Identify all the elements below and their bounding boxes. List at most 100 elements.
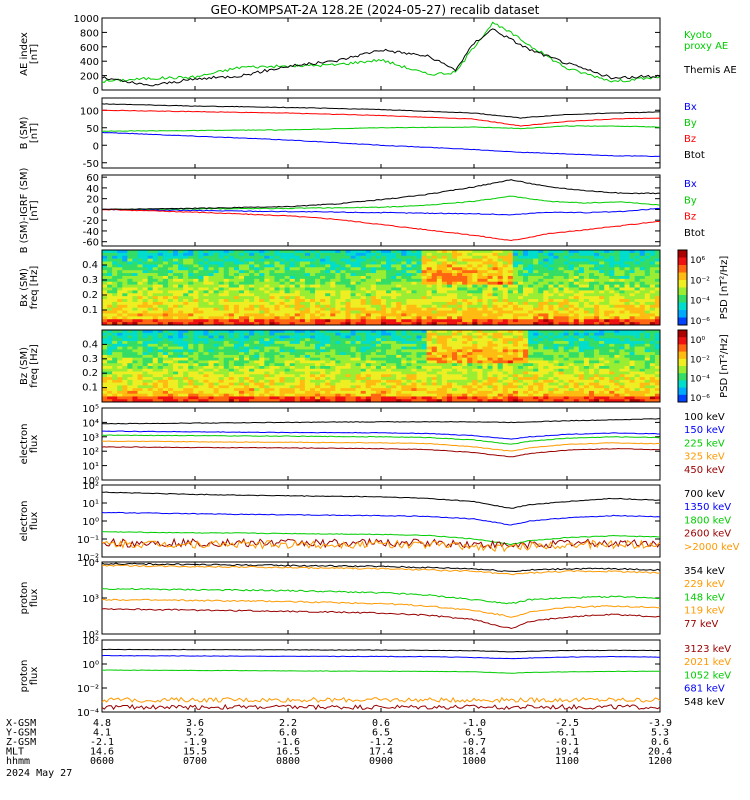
spectrogram-cell <box>335 382 341 386</box>
spectrogram-cell <box>416 354 422 358</box>
spectrogram-cell <box>208 335 214 339</box>
spectrogram-cell <box>563 299 569 303</box>
spectrogram-cell <box>345 313 351 317</box>
spectrogram-cell <box>294 261 301 265</box>
spectrogram-cell <box>122 310 128 314</box>
spectrogram-cell <box>538 255 544 259</box>
spectrogram-cell <box>218 310 225 314</box>
spectrogram-cell <box>634 307 641 311</box>
spectrogram-cell <box>315 390 321 394</box>
spectrogram-cell <box>223 284 230 288</box>
spectrogram-cell <box>452 335 458 339</box>
spectrogram-cell <box>538 316 544 320</box>
spectrogram-cell <box>381 371 387 375</box>
spectrogram-cell <box>497 273 504 277</box>
spectrogram-cell <box>477 338 483 342</box>
spectrogram-cell <box>355 346 362 350</box>
spectrogram-cell <box>604 290 610 294</box>
spectrogram-cell <box>264 390 270 394</box>
spectrogram-cell <box>431 352 438 356</box>
spectrogram-cell <box>492 273 498 277</box>
spectrogram-cell <box>492 264 498 268</box>
spectrogram-cell <box>568 284 575 288</box>
spectrogram-cell <box>401 255 407 259</box>
spectrogram-cell <box>446 399 453 403</box>
spectrogram-cell <box>401 261 407 265</box>
spectrogram-cell <box>299 393 306 397</box>
spectrogram-cell <box>152 357 159 361</box>
spectrogram-cell <box>634 281 641 285</box>
spectrogram-cell <box>340 368 346 372</box>
spectrogram-cell <box>588 252 595 257</box>
spectrogram-cell <box>198 304 204 308</box>
spectrogram-cell <box>183 343 189 347</box>
spectrogram-cell <box>431 252 438 257</box>
spectrogram-cell <box>436 275 443 280</box>
spectrogram-cell <box>588 310 595 314</box>
spectrogram-cell <box>173 335 179 339</box>
spectrogram-cell <box>309 316 316 320</box>
spectrogram-cell <box>639 278 646 283</box>
spectrogram-cell <box>654 313 661 317</box>
spectrogram-cell <box>304 335 311 339</box>
spectrogram-cell <box>325 335 331 339</box>
spectrogram-cell <box>274 388 280 392</box>
spectrogram-cell <box>426 363 433 367</box>
spectrogram-cell <box>446 374 453 378</box>
spectrogram-cell <box>183 278 189 283</box>
spectrogram-cell <box>137 264 143 268</box>
spectrogram-cell <box>421 388 427 392</box>
spectrogram-cell <box>173 338 179 342</box>
spectrogram-cell <box>279 304 285 308</box>
spectrogram-cell <box>497 313 504 317</box>
spectrogram-cell <box>142 357 148 361</box>
spectrogram-cell <box>614 319 620 323</box>
spectrogram-cell <box>309 281 316 285</box>
spectrogram-cell <box>289 379 296 383</box>
spectrogram-cell <box>325 363 331 367</box>
spectrogram-cell <box>244 316 250 320</box>
spectrogram-cell <box>624 322 630 326</box>
spectrogram-cell <box>315 354 321 358</box>
spectrogram-cell <box>147 330 154 334</box>
spectrogram-cell <box>416 346 422 350</box>
spectrogram-cell <box>431 299 438 303</box>
spectrogram-cell <box>309 338 316 342</box>
spectrogram-cell <box>375 396 382 400</box>
spectrogram-cell <box>228 363 235 367</box>
spectrogram-cell <box>309 293 316 297</box>
spectrogram-cell <box>639 304 646 308</box>
spectrogram-cell <box>127 330 133 334</box>
spectrogram-cell <box>203 270 209 274</box>
spectrogram-cell <box>365 319 372 323</box>
spectrogram-cell <box>203 388 209 392</box>
spectrogram-cell <box>157 281 164 285</box>
spectrogram-cell <box>426 293 433 297</box>
spectrogram-cell <box>340 349 346 353</box>
spectrogram-cell <box>269 346 275 350</box>
spectrogram-cell <box>289 399 296 403</box>
spectrogram-cell <box>391 368 397 372</box>
spectrogram-cell <box>360 278 367 283</box>
spectrogram-cell <box>137 396 143 400</box>
spectrogram-cell <box>386 374 392 378</box>
spectrogram-cell <box>249 349 255 353</box>
legend-entry: By <box>684 118 697 129</box>
spectrogram-cell <box>147 267 154 271</box>
spectrogram-cell <box>457 343 463 347</box>
spectrogram-cell <box>512 322 519 326</box>
spectrogram-cell <box>568 316 575 320</box>
spectrogram-cell <box>244 371 250 375</box>
spectrogram-cell <box>543 275 549 280</box>
spectrogram-cell <box>162 304 169 308</box>
spectrogram-cell <box>233 363 240 367</box>
spectrogram-cell <box>254 382 260 386</box>
spectrogram-cell <box>375 250 382 254</box>
spectrogram-cell <box>132 281 138 285</box>
spectrogram-cell <box>396 396 402 400</box>
spectrogram-cell <box>238 261 245 265</box>
spectrogram-cell <box>386 360 392 364</box>
spectrogram-cell <box>396 281 402 285</box>
spectrogram-cell <box>401 385 407 389</box>
spectrogram-cell <box>350 341 356 345</box>
